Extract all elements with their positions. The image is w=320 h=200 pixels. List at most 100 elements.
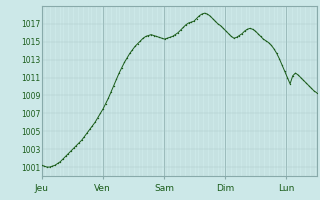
Point	[312, 89, 317, 93]
Point	[156, 36, 162, 39]
Point	[301, 79, 306, 82]
Point	[271, 47, 276, 51]
Point	[87, 128, 92, 131]
Point	[82, 135, 87, 138]
Point	[92, 121, 98, 124]
Point	[39, 164, 44, 167]
Point	[293, 72, 298, 75]
Point	[306, 84, 311, 87]
Point	[309, 87, 314, 90]
Point	[47, 165, 52, 169]
Point	[55, 162, 60, 165]
Point	[304, 81, 309, 85]
Point	[282, 70, 287, 73]
Point	[191, 20, 196, 23]
Point	[167, 36, 172, 39]
Point	[170, 35, 175, 38]
Point	[202, 12, 207, 15]
Point	[111, 84, 116, 87]
Point	[223, 29, 228, 33]
Point	[90, 124, 95, 127]
Point	[151, 34, 156, 37]
Point	[154, 35, 159, 38]
Point	[159, 37, 164, 40]
Point	[132, 45, 138, 48]
Point	[186, 21, 191, 25]
Point	[277, 57, 282, 60]
Point	[197, 14, 202, 17]
Point	[263, 39, 268, 42]
Point	[79, 139, 84, 142]
Point	[314, 91, 319, 94]
Point	[253, 29, 258, 33]
Point	[261, 38, 266, 41]
Point	[44, 165, 50, 169]
Point	[98, 112, 103, 115]
Point	[50, 165, 55, 168]
Point	[127, 52, 132, 55]
Point	[250, 28, 255, 31]
Point	[255, 32, 260, 35]
Point	[63, 155, 68, 158]
Point	[74, 144, 79, 147]
Point	[114, 78, 119, 81]
Point	[178, 29, 183, 32]
Point	[122, 61, 127, 64]
Point	[247, 27, 252, 30]
Point	[205, 12, 210, 16]
Point	[148, 33, 154, 36]
Point	[116, 72, 122, 75]
Point	[76, 141, 82, 144]
Point	[239, 32, 244, 35]
Point	[194, 17, 199, 20]
Point	[290, 74, 295, 77]
Point	[71, 147, 76, 150]
Point	[164, 37, 170, 40]
Point	[269, 44, 274, 47]
Point	[210, 17, 215, 20]
Point	[288, 82, 293, 85]
Point	[242, 29, 247, 33]
Point	[108, 90, 114, 93]
Point	[106, 97, 111, 100]
Point	[279, 63, 284, 67]
Point	[181, 26, 186, 29]
Point	[42, 165, 47, 168]
Point	[119, 66, 124, 69]
Point	[231, 37, 236, 40]
Point	[58, 160, 63, 163]
Point	[229, 35, 234, 38]
Point	[143, 35, 148, 38]
Point	[135, 42, 140, 45]
Point	[285, 76, 290, 79]
Point	[189, 21, 194, 24]
Point	[298, 76, 303, 79]
Point	[199, 12, 204, 16]
Point	[124, 56, 130, 59]
Point	[130, 48, 135, 51]
Point	[237, 34, 242, 37]
Point	[140, 37, 146, 40]
Point	[213, 20, 218, 23]
Point	[172, 33, 178, 36]
Point	[266, 41, 271, 44]
Point	[175, 31, 180, 34]
Point	[60, 157, 66, 161]
Point	[68, 149, 74, 153]
Point	[258, 35, 263, 38]
Point	[183, 23, 188, 26]
Point	[207, 14, 212, 17]
Point	[162, 38, 167, 41]
Point	[52, 164, 58, 167]
Point	[245, 28, 250, 31]
Point	[226, 32, 231, 35]
Point	[274, 52, 279, 55]
Point	[234, 36, 239, 39]
Point	[138, 39, 143, 42]
Point	[66, 152, 71, 155]
Point	[100, 107, 106, 110]
Point	[95, 116, 100, 119]
Point	[215, 22, 220, 25]
Point	[146, 34, 151, 37]
Point	[296, 73, 301, 76]
